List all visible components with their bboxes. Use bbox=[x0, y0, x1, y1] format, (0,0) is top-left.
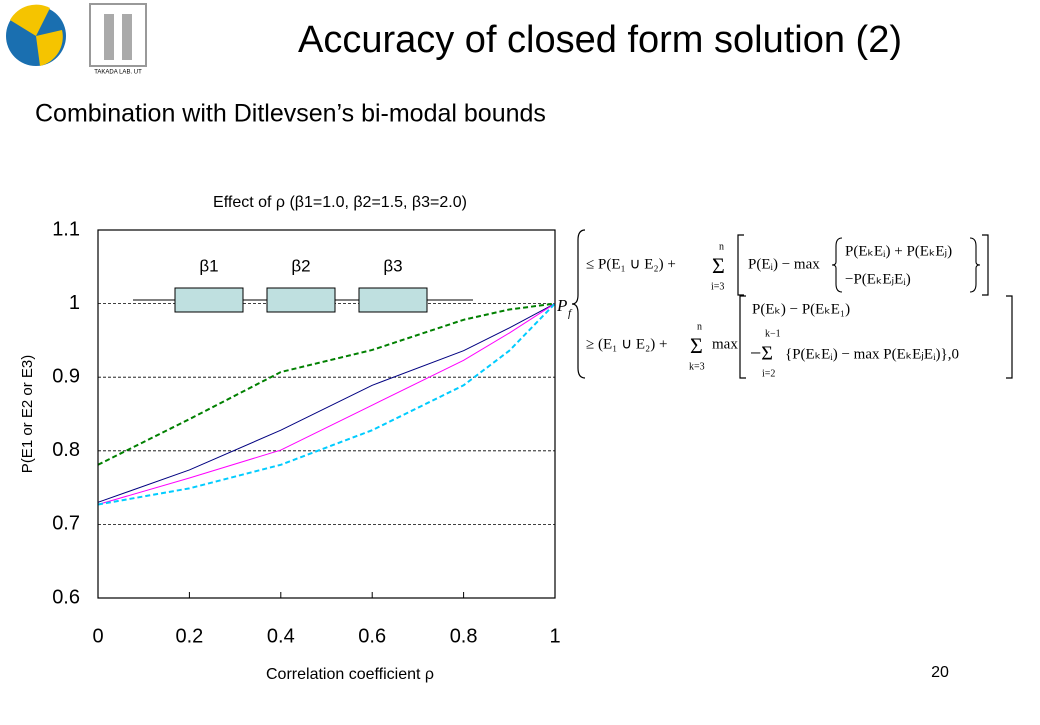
series-line bbox=[97, 302, 556, 466]
system-diagram: β1 β2 β3 bbox=[133, 256, 473, 313]
formula-text: ≤ P(E₁ ∪ E₂) + bbox=[586, 256, 676, 272]
logo: TAKADA LAB. UT bbox=[6, 3, 147, 76]
formula-text: n bbox=[719, 241, 724, 252]
formula-text: P(EₖEᵢ) + P(EₖEⱼ) bbox=[845, 243, 952, 259]
plot-frame bbox=[97, 229, 556, 599]
x-tick-label: 0.4 bbox=[267, 625, 295, 647]
formula-text: P(Eₖ) − P(EₖE₁) bbox=[752, 301, 850, 317]
slide-subtitle: Combination with Ditlevsen’s bi-modal bo… bbox=[35, 100, 546, 128]
formula-text: −P(EₖEⱼEᵢ) bbox=[845, 271, 911, 287]
formula-text: k−1 bbox=[765, 328, 781, 339]
formula-text: n bbox=[697, 321, 702, 332]
diagram-label: β2 bbox=[291, 256, 310, 275]
formula-text: −Σ bbox=[750, 343, 773, 365]
y-tick-label: 0.9 bbox=[52, 365, 80, 387]
formula-text: P(Eᵢ) − max bbox=[748, 256, 820, 272]
formula-text: i=2 bbox=[762, 368, 775, 379]
logo-text: TAKADA LAB. UT bbox=[94, 70, 142, 76]
series-line bbox=[97, 302, 556, 506]
x-tick-label: 0 bbox=[92, 625, 103, 647]
x-tick-label: 0.8 bbox=[450, 625, 478, 647]
formula: P f ≤ P(E₁ ∪ E₂) + Σ n i=3 P(Eᵢ) − max P… bbox=[556, 229, 1013, 379]
y-axis-label: P(E1 or E2 or E3) bbox=[19, 355, 36, 473]
formula-text: {P(EₖEᵢ) − max P(EₖEⱼEᵢ)},0 bbox=[785, 346, 959, 362]
formula-text: f bbox=[568, 308, 573, 320]
series-line bbox=[97, 303, 556, 503]
formula-text: P bbox=[556, 296, 567, 315]
x-tick-label: 1 bbox=[549, 625, 560, 647]
y-tick-label: 0.7 bbox=[52, 513, 80, 535]
slide-title: Accuracy of closed form solution (2) bbox=[298, 19, 902, 61]
y-tick-label: 0.6 bbox=[52, 586, 80, 608]
formula-text: max bbox=[712, 336, 738, 352]
diagram-box bbox=[174, 287, 244, 313]
diagram-label: β1 bbox=[199, 256, 218, 275]
y-tick-label: 1 bbox=[69, 292, 80, 314]
formula-text: Σ bbox=[712, 253, 725, 278]
diagram-box bbox=[358, 287, 428, 313]
x-axis-label: Correlation coefficient ρ bbox=[266, 666, 434, 683]
chart-title: Effect of ρ (β1=1.0, β2=1.5, β3=2.0) bbox=[213, 194, 467, 211]
plot: 0.6 0.7 0.8 0.9 1 1.1 0 0.2 0.4 0.6 0.8 1 bbox=[52, 218, 560, 647]
formula-text: Σ bbox=[690, 333, 703, 358]
x-tick-label: 0.6 bbox=[358, 625, 386, 647]
formula-text: k=3 bbox=[689, 361, 705, 372]
y-tick-label: 1.1 bbox=[52, 218, 80, 240]
y-tick-label: 0.8 bbox=[52, 439, 80, 461]
diagram-label: β3 bbox=[383, 256, 402, 275]
series-line bbox=[97, 303, 556, 506]
x-tick-label: 0.2 bbox=[175, 625, 203, 647]
formula-text: i=3 bbox=[711, 281, 724, 292]
formula-text: ≥ (E₁ ∪ E₂) + bbox=[586, 336, 667, 352]
diagram-box bbox=[266, 287, 336, 313]
page-number: 20 bbox=[931, 664, 949, 681]
